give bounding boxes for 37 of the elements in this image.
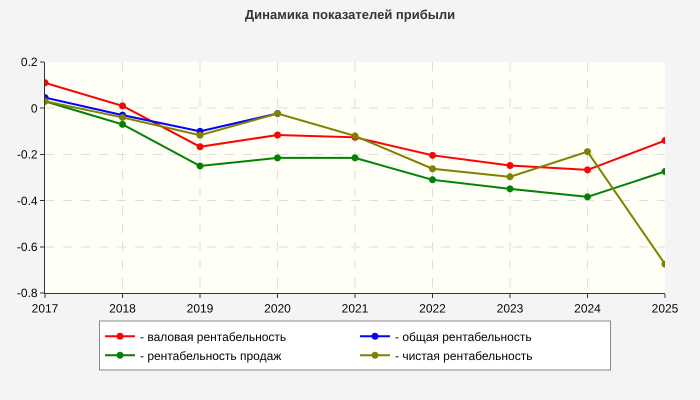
point [506,185,514,192]
point [584,148,591,156]
legend-label: - валовая рентабельность [140,330,286,344]
y-tick-label: -0.6 [16,240,38,254]
x-tick-label: 2019 [186,301,214,316]
legend-label: - рентабельность продаж [140,348,282,363]
point [196,132,204,139]
x-tick-label: 2024 [574,301,602,316]
point [196,162,204,170]
point [584,193,591,200]
y-tick-label: 0.2 [20,55,38,70]
point [429,176,436,184]
legend-label: - чистая рентабельность [395,348,532,363]
point [429,165,436,172]
y-tick-label: -0.2 [16,148,38,162]
point [119,102,126,110]
x-tick-label: 2021 [342,301,369,316]
point [584,166,591,174]
point [506,162,514,169]
y-tick-label: 0 [30,101,38,116]
x-tick-label: 2018 [109,301,136,316]
y-tick-label: -0.8 [16,286,38,300]
y-tick-label: -0.4 [16,194,38,208]
chart-title: Динамика показателей прибыли [244,7,456,22]
x-tick-label: 2017 [32,301,59,316]
x-tick-label: 2020 [264,301,292,316]
x-tick-label: 2025 [652,301,679,316]
legend-label: - общая рентабельность [395,330,532,344]
point [119,120,126,128]
point [196,143,204,150]
point [506,173,514,180]
x-tick-label: 2022 [419,301,446,316]
point [352,154,358,162]
x-tick-label: 2023 [496,301,524,316]
point [274,154,281,162]
point [274,132,281,138]
point [429,152,436,159]
